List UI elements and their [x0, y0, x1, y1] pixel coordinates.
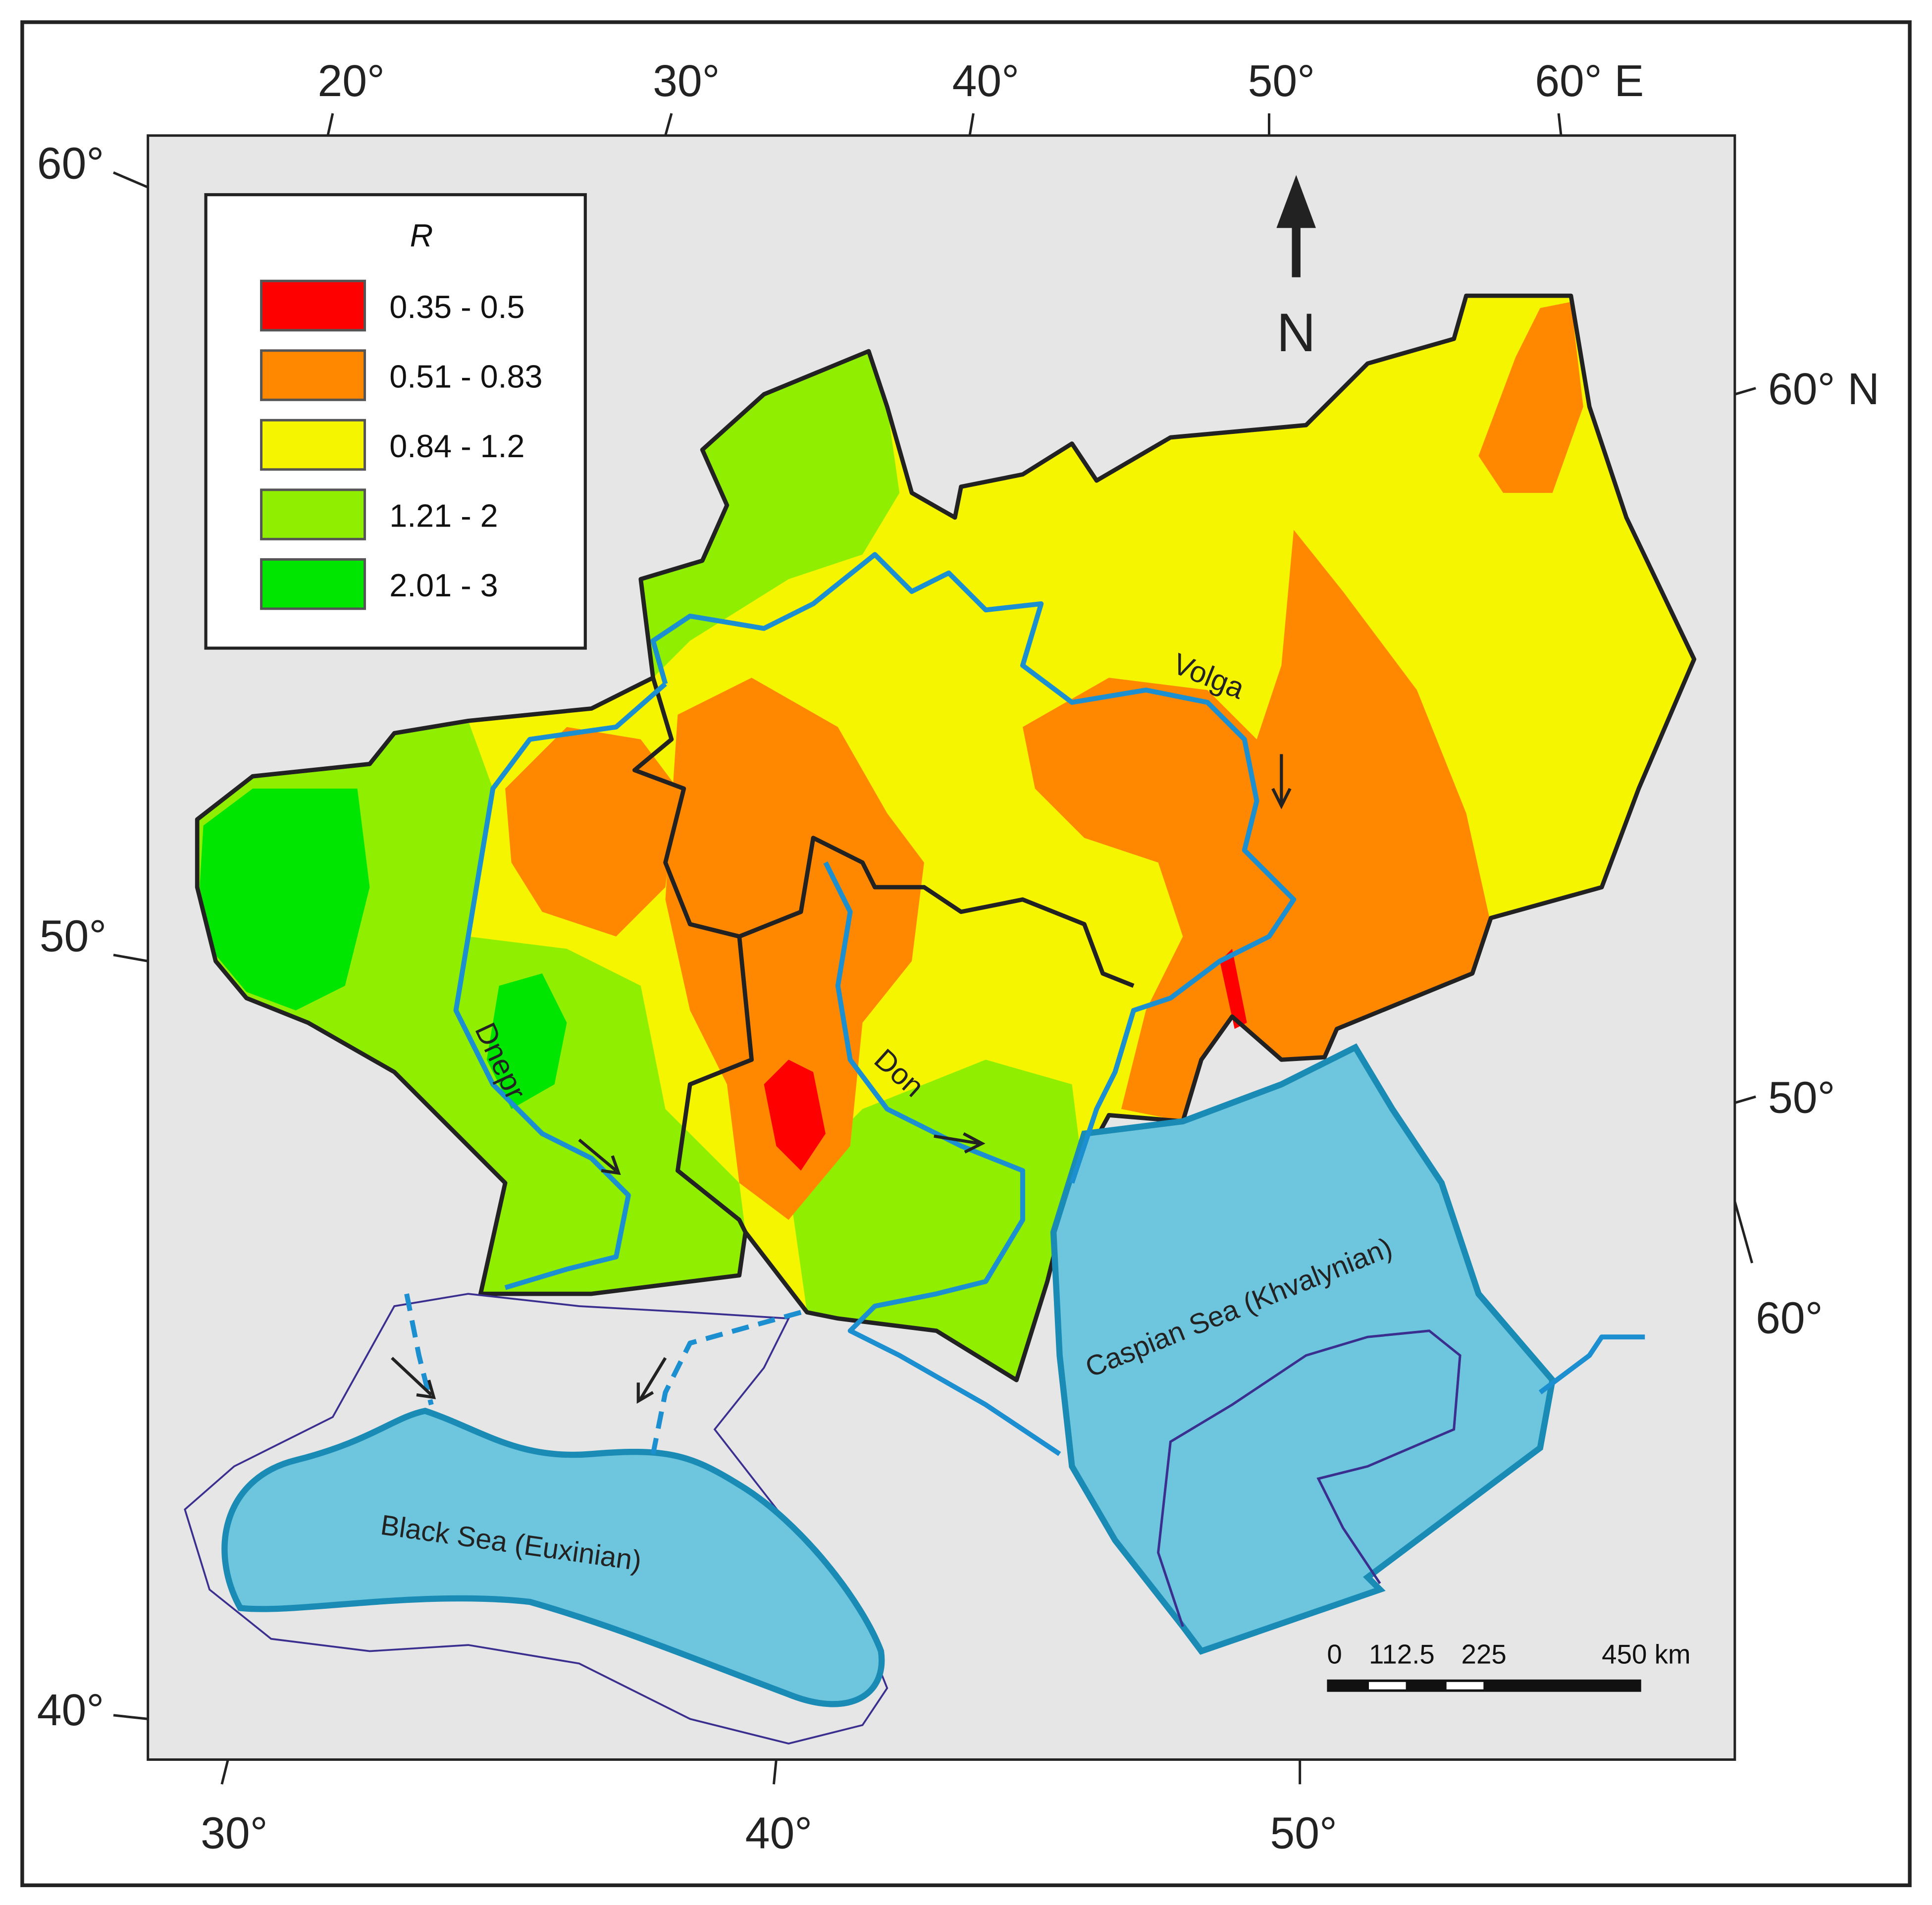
region-green [486, 973, 567, 1109]
longitude-label: 60° [1756, 1293, 1823, 1343]
frame [20, 20, 1912, 1887]
tick [1734, 387, 1756, 396]
tick [326, 113, 334, 136]
tick [772, 1759, 778, 1785]
tick [1734, 1095, 1756, 1104]
longitude-label: 30° [201, 1808, 267, 1858]
region-orange [665, 678, 924, 1220]
flow-arrow [1271, 754, 1292, 809]
longitude-label: 60° E [1535, 56, 1644, 106]
tick [1733, 1201, 1754, 1264]
longitude-label: 40° [952, 56, 1019, 106]
strait [404, 1293, 434, 1406]
region-lightgreen [640, 351, 900, 678]
region-outline [195, 293, 1697, 1382]
don-river [823, 861, 1061, 1456]
region-orange [505, 727, 678, 937]
scale-label: 225 [1462, 1639, 1507, 1669]
latitude-label: 50° [1768, 1072, 1835, 1122]
legend-label: 0.84 - 1.2 [389, 428, 524, 464]
strait [650, 1310, 802, 1455]
inner-border [632, 677, 754, 1233]
flow-arrow [636, 1357, 667, 1404]
flow-arrow [391, 1357, 436, 1399]
legend: R 0.35 - 0.5 0.51 - 0.83 0.84 - 1.2 1.21 - … [204, 193, 587, 650]
legend-swatch [260, 419, 366, 471]
tick [220, 1759, 229, 1785]
north-label: N [1277, 303, 1316, 363]
legend-swatch [260, 279, 366, 332]
legend-label: 0.35 - 0.5 [389, 289, 524, 325]
longitude-label: 40° [745, 1808, 812, 1858]
latitude-label: 60° [37, 139, 104, 188]
longitude-label: 50° [1270, 1808, 1337, 1858]
region-red [764, 1059, 826, 1171]
black-sea [221, 1408, 885, 1707]
scale-label: 112.5 [1369, 1639, 1435, 1669]
scale-label: 450 km [1602, 1639, 1690, 1669]
longitude-label: 50° [1248, 56, 1315, 106]
flow-arrow [578, 1138, 621, 1175]
region-orange [1022, 529, 1491, 1121]
latitude-label: 50° [40, 911, 106, 961]
region-red [1219, 949, 1247, 1029]
scale-label: 0 [1327, 1639, 1342, 1669]
latitude-label: 60° N [1768, 364, 1880, 414]
flow-arrow [934, 1132, 986, 1154]
tick [113, 953, 149, 962]
tick [113, 171, 149, 189]
legend-label: 0.51 - 0.83 [389, 358, 542, 394]
river [1538, 1334, 1645, 1395]
tick [1557, 113, 1563, 136]
legend-swatch [260, 349, 366, 401]
tick [664, 113, 673, 136]
longitude-label: 30° [653, 56, 720, 106]
north-arrow-head [1276, 175, 1316, 228]
region-green [200, 789, 370, 1010]
legend-label: 1.21 - 2 [389, 497, 498, 533]
legend-swatch [260, 488, 366, 540]
volga-river [650, 552, 1297, 1184]
longitude-label: 20° [317, 56, 384, 106]
legend-label: 2.01 - 3 [389, 567, 498, 603]
dnepr-river [453, 682, 667, 1290]
region-orange [1478, 302, 1583, 493]
scale-bar-segment [1368, 1682, 1406, 1690]
legend-swatch [260, 558, 366, 610]
inner-border [738, 836, 1135, 988]
tick [968, 113, 975, 136]
region-lightgreen [788, 1059, 1085, 1380]
scale-bar-segment [1446, 1682, 1484, 1690]
legend-title: R [410, 217, 433, 254]
latitude-label: 40° [37, 1685, 104, 1735]
tick [113, 1714, 148, 1720]
caspian-sea [1050, 1043, 1556, 1655]
caspian-modern-coast [1157, 1329, 1462, 1627]
